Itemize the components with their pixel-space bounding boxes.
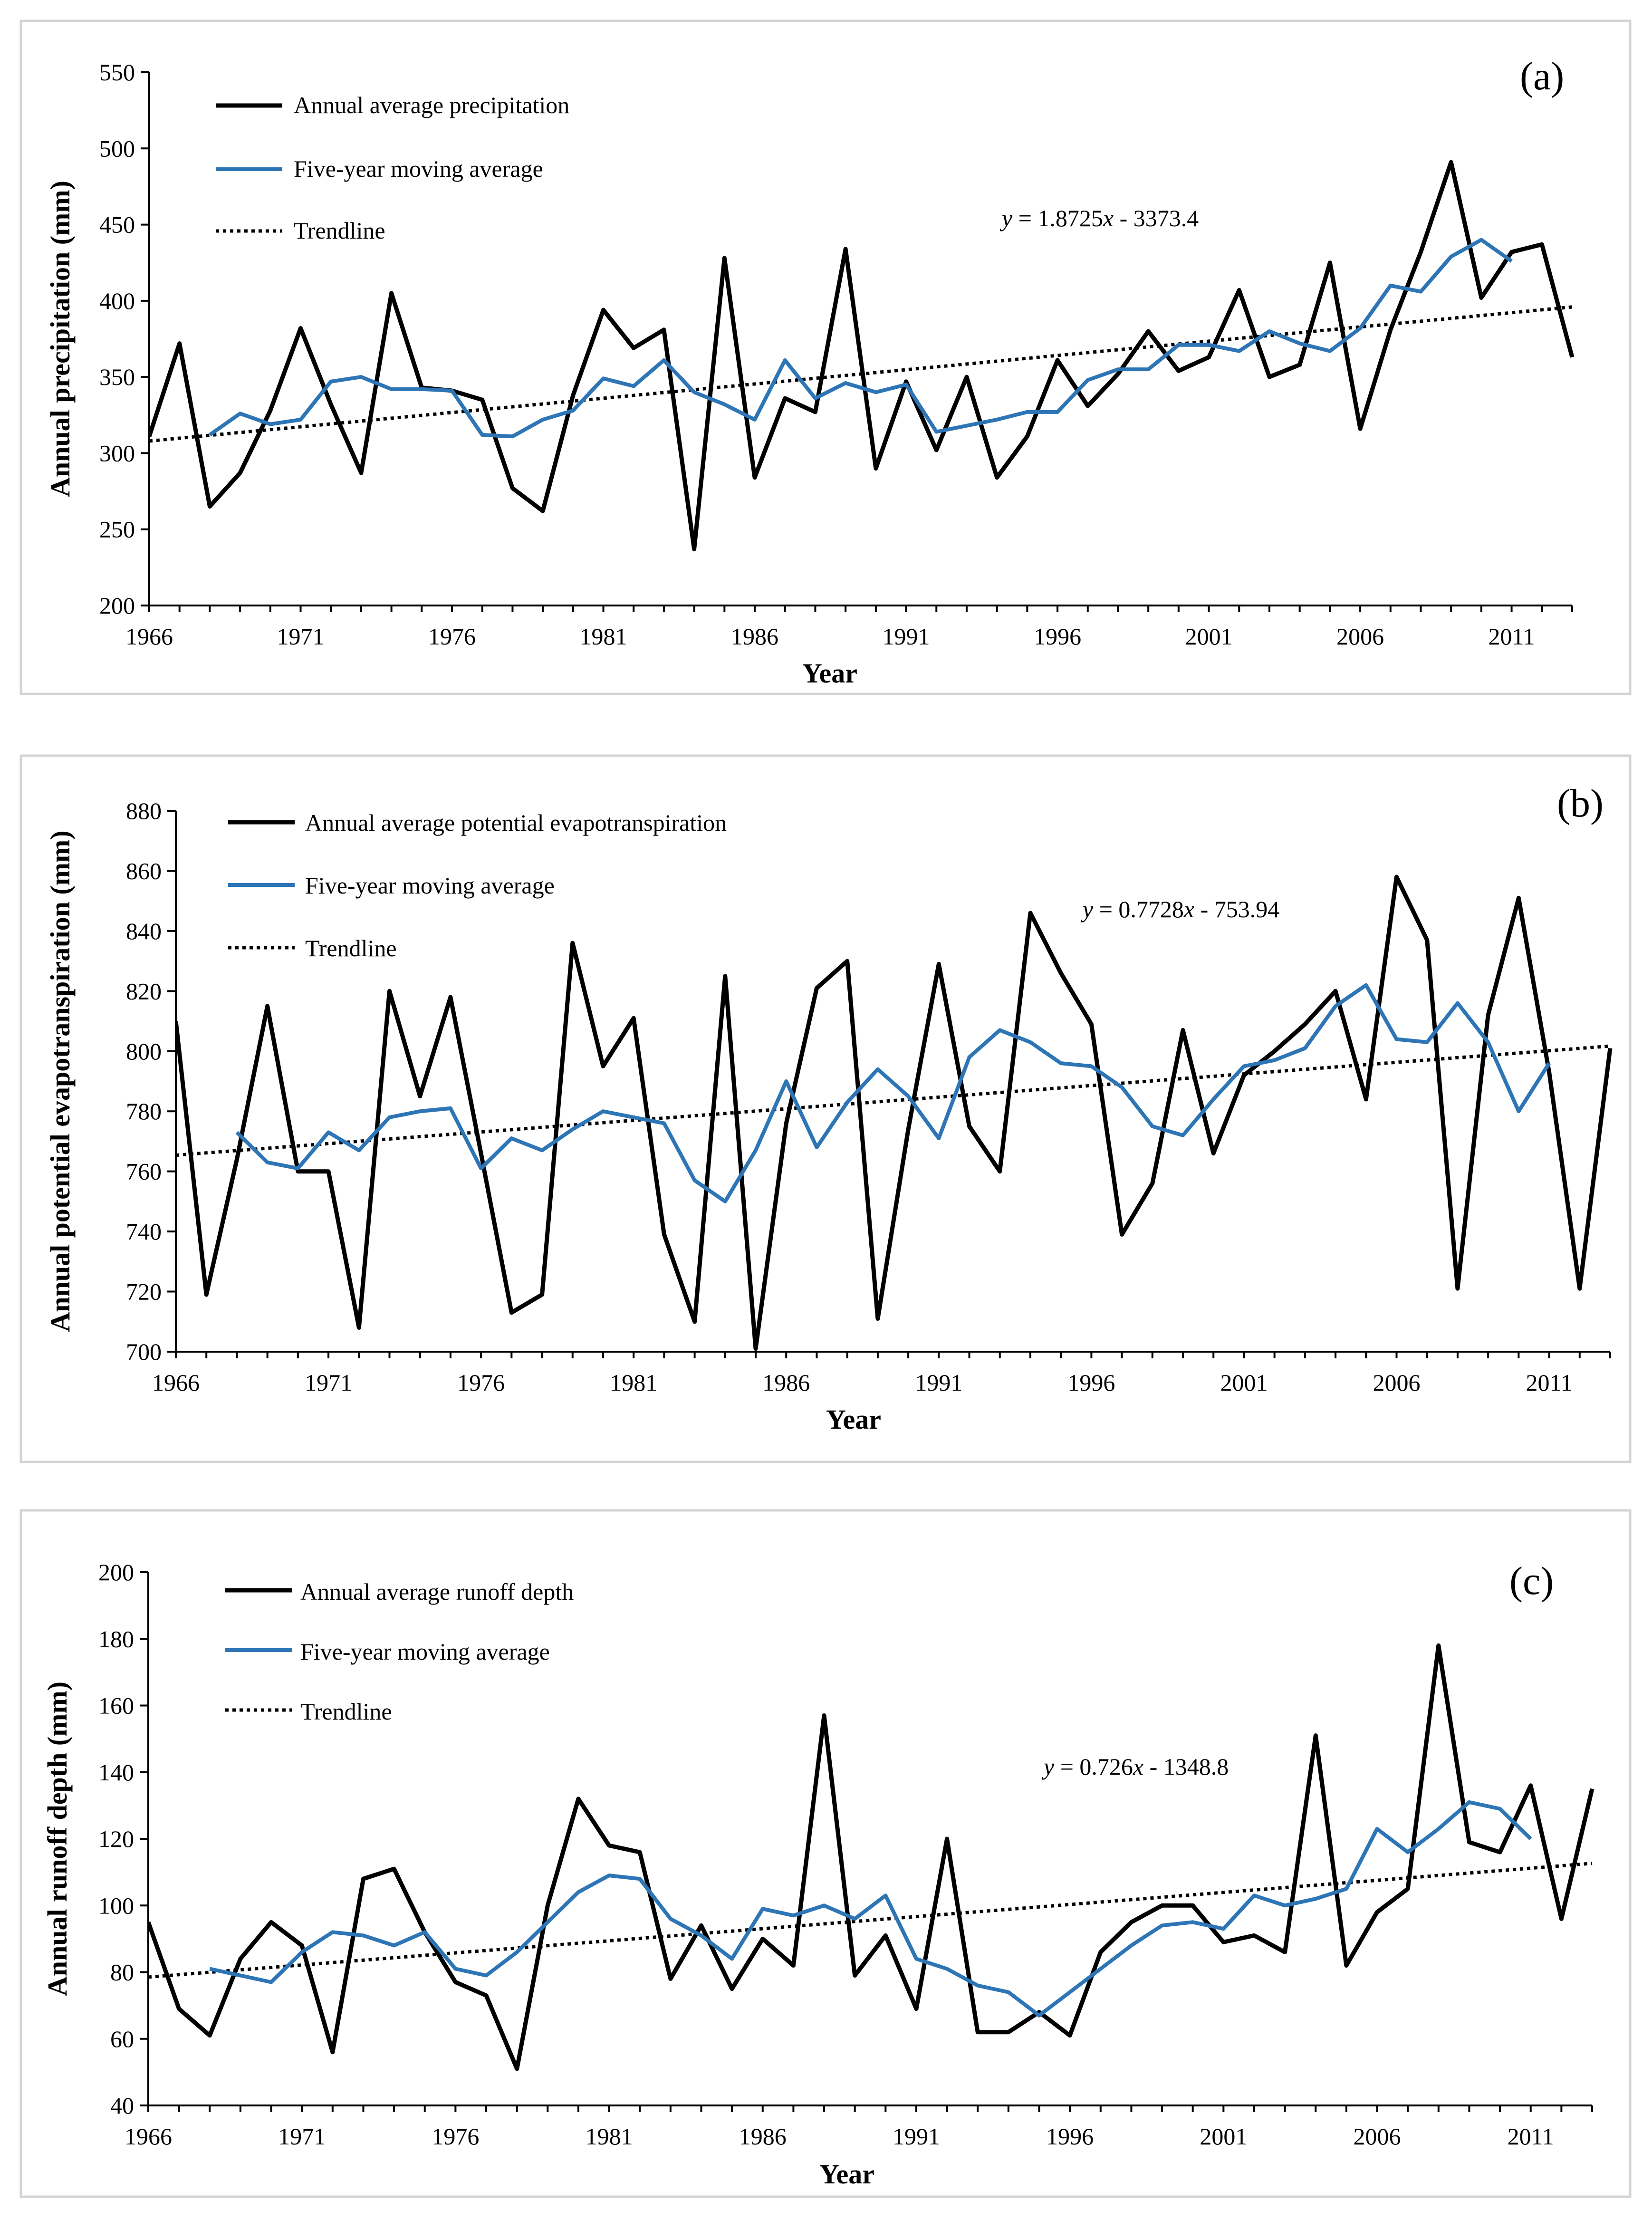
y-tick-label: 160 <box>98 1692 134 1719</box>
legend-label: Annual average potential evapotranspirat… <box>305 809 727 836</box>
y-tick-label: 200 <box>98 1559 134 1586</box>
legend-label: Trendline <box>305 935 397 961</box>
y-tick-label: 300 <box>99 440 135 466</box>
y-tick-label: 860 <box>126 857 162 884</box>
trendline-equation: y = 0.726x - 1348.8 <box>1041 1753 1229 1780</box>
series-line-annual <box>176 875 1613 1351</box>
y-tick-label: 140 <box>98 1759 134 1786</box>
legend-label: Annual average runoff depth <box>300 1578 574 1605</box>
x-tick-label: 1966 <box>125 623 173 650</box>
y-tick-label: 200 <box>99 592 135 619</box>
series-line-moving-average <box>209 1800 1532 2018</box>
series-line-annual <box>148 1643 1594 2071</box>
y-tick-label: 180 <box>98 1625 134 1652</box>
x-tick-label: 2006 <box>1336 623 1384 650</box>
x-tick-label: 2001 <box>1220 1369 1268 1396</box>
legend: Annual average runoff depth Five-year mov… <box>225 1578 574 1725</box>
x-tick-label: 1966 <box>152 1369 200 1396</box>
y-tick-label: 400 <box>99 288 135 314</box>
series-group <box>176 875 1613 1351</box>
panel-frame <box>19 1509 1632 2198</box>
y-tick-label: 450 <box>99 211 135 238</box>
x-axis-title: Year <box>826 1404 881 1435</box>
y-axis-title: Annual runoff depth (mm) <box>42 1682 73 1996</box>
y-tick-label: 40 <box>110 2092 134 2119</box>
x-tick-label: 2001 <box>1200 2123 1247 2150</box>
x-tick-label: 1986 <box>731 623 778 650</box>
x-axis-title: Year <box>802 658 857 689</box>
x-tick-label: 1991 <box>883 623 930 650</box>
x-tick-label: 1996 <box>1034 623 1081 650</box>
x-tick-label: 1991 <box>893 2123 940 2150</box>
x-tick-label: 1971 <box>278 2123 326 2150</box>
legend-label: Five-year moving average <box>305 872 555 899</box>
x-tick-label: 1976 <box>432 2123 479 2150</box>
x-axis-title: Year <box>819 2159 874 2190</box>
y-tick-label: 720 <box>126 1278 162 1305</box>
y-tick-label: 760 <box>126 1158 162 1185</box>
chart-panel-b: 700 720 740 760 780 800 820 840 860 880 1966 1971 19… <box>19 754 1632 1463</box>
y-tick-label: 80 <box>110 1959 134 1986</box>
y-tick-label: 350 <box>99 364 135 390</box>
y-tick-label: 550 <box>99 59 135 86</box>
panel-label: (a) <box>1520 54 1564 98</box>
x-tick-label: 1971 <box>277 623 325 650</box>
y-tick-label: 500 <box>99 135 135 162</box>
y-tick-label: 740 <box>126 1218 162 1245</box>
y-tick-label: 820 <box>126 978 162 1004</box>
legend: Annual average precipitation Five-year mo… <box>216 92 569 244</box>
y-tick-label: 250 <box>99 516 135 543</box>
y-tick-label: 880 <box>126 798 162 824</box>
y-tick-label: 700 <box>126 1338 162 1365</box>
x-tick-label: 1991 <box>915 1369 962 1396</box>
panel-label: (b) <box>1557 781 1604 826</box>
x-tick-label: 1976 <box>457 1369 505 1396</box>
x-tick-label: 2001 <box>1185 623 1233 650</box>
y-tick-label: 120 <box>98 1826 134 1852</box>
x-tick-label: 1976 <box>428 623 476 650</box>
panel-frame <box>19 754 1632 1463</box>
legend-label: Trendline <box>294 217 385 244</box>
x-tick-label: 1986 <box>762 1369 810 1396</box>
y-tick-label: 840 <box>126 918 162 944</box>
x-tick-label: 1971 <box>305 1369 352 1396</box>
x-tick-label: 2006 <box>1373 1369 1421 1396</box>
y-axis-title: Annual precipitation (mm) <box>45 181 76 497</box>
legend: Annual average potential evapotranspirat… <box>228 809 727 961</box>
series-line-moving-average <box>209 238 1513 439</box>
y-tick-label: 780 <box>126 1098 162 1124</box>
series-line-moving-average <box>235 983 1551 1203</box>
x-tick-label: 2006 <box>1354 2123 1401 2150</box>
legend-label: Five-year moving average <box>300 1638 550 1665</box>
series-group <box>148 1643 1594 2071</box>
legend-label: Annual average precipitation <box>294 92 569 118</box>
trendline-equation: y = 0.7728x - 753.94 <box>1080 896 1279 923</box>
x-tick-label: 1996 <box>1046 2123 1094 2150</box>
x-tick-label: 1981 <box>586 2123 633 2150</box>
panel-label: (c) <box>1509 1559 1554 1603</box>
x-tick-label: 2011 <box>1508 2123 1554 2150</box>
y-tick-label: 800 <box>126 1038 162 1065</box>
trendline-equation: y = 1.8725x - 3373.4 <box>999 205 1199 231</box>
y-axis-title: Annual potential evapotranspiration (mm) <box>45 830 76 1332</box>
series-line-annual <box>149 160 1575 551</box>
x-tick-label: 2011 <box>1489 623 1535 650</box>
legend-label: Trendline <box>300 1698 392 1725</box>
x-tick-label: 1996 <box>1067 1369 1115 1396</box>
series-group <box>149 160 1575 551</box>
x-tick-label: 2011 <box>1526 1369 1572 1396</box>
y-tick-label: 60 <box>110 2026 134 2052</box>
chart-panel-c: 40 60 80 100 120 140 160 180 200 1966 1971 1976 1981… <box>19 1509 1632 2198</box>
x-tick-label: 1981 <box>610 1369 657 1396</box>
x-tick-label: 1986 <box>739 2123 787 2150</box>
x-tick-label: 1981 <box>580 623 627 650</box>
chart-panel-a: 200 250 300 350 400 450 500 550 1966 1971 1976 1981… <box>19 19 1632 695</box>
legend-label: Five-year moving average <box>294 155 543 182</box>
x-tick-label: 1966 <box>125 2123 172 2150</box>
y-tick-label: 100 <box>98 1892 134 1919</box>
